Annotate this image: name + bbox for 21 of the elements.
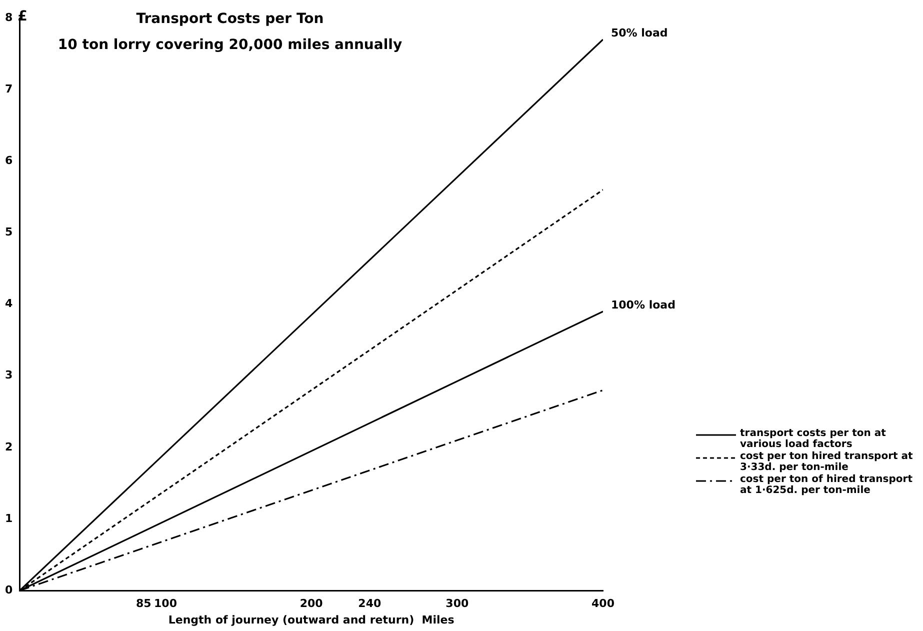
- x-tick-label: 200: [300, 597, 324, 610]
- annotation: 50% load: [611, 26, 668, 40]
- legend-label: cost per ton of hired transport at 1·625d. per ton-mile: [740, 474, 914, 496]
- y-tick-label: 1: [5, 512, 13, 525]
- y-tick-label: 6: [5, 154, 13, 168]
- text: 10 ton lorry covering 20,000 miles annually: [56, 36, 404, 55]
- y-tick-label: 7: [5, 82, 13, 96]
- y-tick-label: 4: [5, 297, 13, 310]
- x-tick-label: 240: [358, 597, 382, 610]
- y-tick-label: 0: [5, 583, 13, 596]
- y-tick-label: 8: [5, 10, 13, 24]
- y-tick-label: 3: [5, 368, 13, 382]
- x-axis-title: Length of journey (outward and return) Miles: [168, 613, 455, 626]
- y-tick-label: 5: [5, 226, 13, 239]
- annotation: 100% load: [611, 298, 676, 312]
- chart-title: Transport Costs per Ton: [135, 10, 325, 29]
- x-tick-label: 85: [136, 597, 152, 610]
- x-tick-label: 300: [446, 597, 469, 610]
- x-tick-label: 100: [154, 597, 178, 610]
- x-tick-label: 400: [592, 597, 615, 610]
- y-tick-label: 2: [5, 440, 13, 454]
